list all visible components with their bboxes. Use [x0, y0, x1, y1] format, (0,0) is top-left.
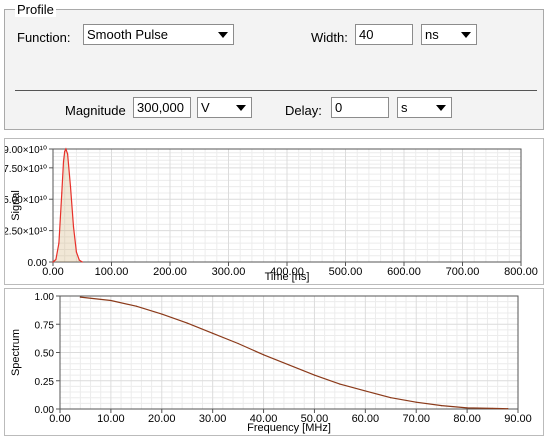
data-point	[69, 186, 72, 188]
y-tick-label: 0.75	[35, 320, 55, 331]
series-line	[80, 296, 508, 410]
data-point	[81, 261, 83, 263]
y-tick-label: 0.25	[35, 377, 55, 388]
width-input[interactable]: 40	[355, 24, 413, 45]
divider	[15, 90, 537, 91]
delay-unit-select[interactable]: s	[397, 97, 452, 118]
data-point	[212, 332, 214, 334]
data-point	[110, 299, 112, 302]
x-tick-label: 30.00	[199, 413, 227, 425]
function-label: Function:	[17, 30, 71, 45]
data-point	[507, 408, 509, 410]
data-point	[135, 305, 137, 307]
y-tick-label: 0.00	[35, 405, 55, 416]
data-point	[288, 364, 290, 366]
data-point	[75, 251, 77, 253]
signal-chart-panel: 0.00 100.00 200.00 300.00 400.00 500.00 600.00…	[3, 138, 544, 285]
delay-label: Delay:	[285, 103, 322, 118]
data-point	[237, 342, 239, 345]
width-unit-select[interactable]: ns	[421, 24, 477, 45]
data-point	[61, 192, 63, 194]
y-tick-label: 1.00	[35, 292, 55, 303]
x-tick-label: 90.00	[504, 413, 532, 425]
y-tick-label: 9.00×10¹⁰	[5, 145, 47, 156]
signal-chart: 0.00 100.00 200.00 300.00 400.00 500.00 600.00…	[3, 145, 538, 283]
x-tick-label: 60.00	[352, 413, 380, 425]
data-point	[186, 322, 188, 324]
x-tick-label: 200.00	[153, 266, 187, 278]
chevron-down-icon	[236, 105, 246, 111]
data-point	[415, 401, 417, 403]
x-tick-label: 70.00	[402, 413, 430, 425]
x-tick-label: 700.00	[446, 266, 480, 278]
magnitude-label: Magnitude	[65, 103, 126, 118]
data-point	[262, 354, 265, 356]
magnitude-unit-value: V	[201, 100, 210, 115]
data-point	[64, 150, 66, 153]
x-axis-label: Time [ns]	[265, 271, 310, 283]
x-tick-label: 20.00	[148, 413, 176, 425]
width-label: Width:	[311, 30, 348, 45]
data-point	[62, 160, 65, 163]
data-point	[58, 242, 60, 244]
x-tick-label: 600.00	[387, 266, 421, 278]
data-point	[339, 383, 341, 385]
chevron-down-icon	[436, 105, 446, 111]
x-tick-label: 50.00	[301, 413, 329, 425]
data-point	[67, 153, 69, 155]
chevron-down-icon	[461, 32, 471, 38]
data-point	[55, 258, 57, 261]
chevron-down-icon	[218, 32, 228, 38]
x-tick-label: 800.00	[504, 266, 538, 278]
spectrum-chart-panel: 0.00 10.00 20.00 30.00 40.00 50.00 60.00 70.00 8…	[4, 288, 544, 436]
data-point	[364, 390, 366, 392]
y-axis-label: Signal	[10, 190, 22, 221]
y-tick-label: 2.50×10¹⁰	[5, 227, 47, 238]
x-tick-label: 10.00	[97, 413, 125, 425]
data-point	[491, 407, 494, 410]
data-point	[79, 296, 81, 298]
profile-group: Profile Function: Smooth Pulse Width: 40…	[4, 2, 544, 130]
y-tick-label: 7.50×10¹⁰	[5, 164, 47, 175]
x-axis-label: Frequency [MHz]	[247, 422, 331, 434]
y-tick-label: 0.00	[28, 258, 48, 269]
data-point	[78, 259, 80, 261]
x-tick-label: 40.00	[250, 413, 278, 425]
magnitude-unit-select[interactable]: V	[197, 97, 252, 118]
function-select[interactable]: Smooth Pulse	[83, 24, 234, 45]
data-point	[441, 405, 443, 407]
y-tick-label: 5.00×10¹⁰	[5, 195, 47, 206]
x-tick-label: 0.00	[49, 413, 70, 425]
y-axis-label: Spectrum	[10, 329, 22, 376]
x-tick-label: 100.00	[95, 266, 129, 278]
x-tick-label: 500.00	[329, 266, 363, 278]
x-tick-label: 400.00	[270, 266, 304, 278]
delay-unit-value: s	[401, 100, 408, 115]
series-area	[53, 149, 83, 262]
data-point	[52, 261, 54, 263]
data-point	[390, 397, 392, 399]
magnitude-input[interactable]: 300,000	[133, 97, 191, 118]
x-tick-label: 0.00	[42, 266, 63, 278]
data-point	[65, 148, 67, 150]
width-unit-value: ns	[425, 27, 439, 42]
data-point	[466, 407, 468, 409]
spectrum-chart: 0.00 10.00 20.00 30.00 40.00 50.00 60.00 70.00 8…	[10, 292, 532, 434]
delay-input[interactable]: 0	[331, 97, 389, 118]
function-select-value: Smooth Pulse	[87, 27, 168, 42]
x-tick-label: 80.00	[453, 413, 481, 425]
data-point	[161, 313, 163, 315]
x-tick-label: 300.00	[212, 266, 246, 278]
y-tick-label: 0.50	[35, 349, 55, 360]
data-point	[72, 226, 75, 228]
profile-legend: Profile	[15, 2, 56, 17]
data-point	[313, 374, 316, 376]
